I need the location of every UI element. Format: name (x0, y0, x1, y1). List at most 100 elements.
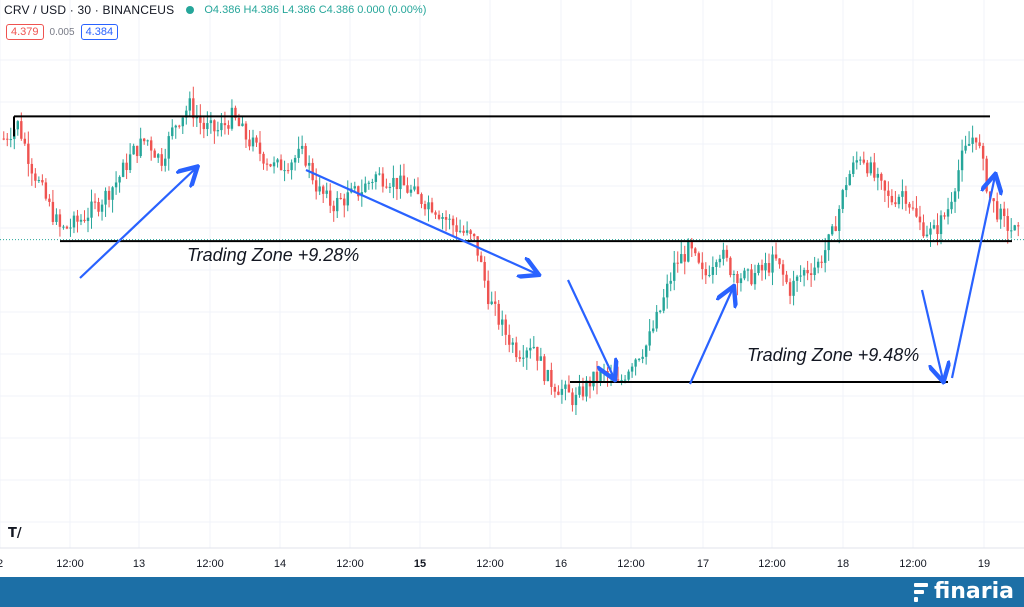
candle-body (658, 310, 662, 312)
candle-body (985, 158, 988, 192)
candle-body (37, 180, 41, 182)
candle-body (673, 262, 676, 281)
candle-body (107, 190, 111, 200)
candle-body (995, 201, 999, 220)
zone2-label: Trading Zone +9.48% (747, 345, 919, 365)
candle-body (234, 107, 237, 118)
candle-body (300, 145, 304, 149)
candle-body (248, 139, 251, 147)
candle-body (192, 98, 195, 119)
x-tick-label: 12:00 (758, 558, 786, 570)
candle-body (209, 120, 213, 124)
candle-body (16, 121, 19, 130)
trend-arrow (688, 288, 733, 385)
candle-body (357, 186, 360, 197)
ask-badge[interactable]: 4.384 (80, 24, 119, 40)
candle-body (276, 159, 279, 163)
spread-value: 0.005 (49, 26, 75, 38)
candle-body (595, 371, 599, 382)
candle-body (760, 264, 764, 271)
candle-body (55, 214, 58, 222)
candle-body (149, 140, 153, 151)
finaria-logo[interactable]: finaria (913, 579, 1014, 604)
candle-body (1017, 225, 1020, 227)
candle-body (139, 138, 142, 157)
finaria-mark-icon (913, 582, 928, 602)
candle-body (859, 159, 862, 161)
candle-body (999, 208, 1002, 220)
trend-arrow (79, 168, 196, 279)
candle-body (778, 258, 781, 265)
candle-body (167, 136, 170, 159)
candle-body (560, 388, 564, 395)
candle-body (890, 195, 894, 203)
candle-body (816, 261, 820, 268)
x-tick-label: 13 (133, 558, 145, 570)
candle-body (490, 301, 493, 305)
candle-body (774, 254, 778, 259)
candle-body (978, 142, 981, 146)
candle-body (458, 230, 462, 232)
x-tick-label: 14 (274, 558, 286, 570)
candle-body (732, 273, 736, 276)
candle-body (911, 207, 915, 209)
trend-arrows (79, 168, 995, 385)
candle-body (125, 162, 128, 171)
candle-body (444, 217, 448, 220)
candle-body (746, 269, 750, 271)
bid-ask-row: 4.379 0.005 4.384 (6, 24, 119, 40)
candle-body (743, 270, 746, 279)
candle-body (669, 280, 672, 284)
candle-body (388, 186, 392, 188)
x-tick-label: 12:00 (617, 558, 645, 570)
candle-body (174, 125, 177, 128)
candle-body (423, 203, 427, 210)
candle-body (845, 185, 848, 191)
x-tick-label: 2 (0, 558, 3, 570)
candle-body (792, 280, 795, 296)
candle-body (511, 342, 514, 345)
price-chart[interactable]: Trading Zone +9.28% Trading Zone +9.48% 2 1… (0, 0, 1024, 577)
candles (2, 86, 1020, 416)
candle-body (199, 116, 202, 123)
chart-canvas[interactable]: Trading Zone +9.28% Trading Zone +9.48% 2 1… (0, 0, 1024, 577)
candle-body (644, 345, 648, 357)
candle-body (648, 331, 651, 346)
candle-body (841, 190, 844, 209)
candle-body (529, 347, 532, 351)
candle-body (93, 201, 97, 203)
symbol-label[interactable]: CRV / USD · 30 · BINANCEUS (4, 3, 175, 17)
candle-body (437, 214, 441, 219)
candle-body (79, 219, 83, 222)
candle-body (367, 182, 371, 184)
candle-body (416, 186, 420, 195)
candle-body (539, 356, 543, 361)
candle-body (504, 319, 507, 335)
tradingview-logo-icon[interactable]: T/ (8, 526, 22, 541)
candle-body (153, 150, 156, 158)
candle-body (321, 186, 325, 194)
candle-body (834, 226, 837, 231)
candle-body (532, 346, 536, 348)
candle-body (413, 186, 416, 190)
candle-body (72, 215, 76, 228)
candle-body (114, 182, 118, 188)
candle-body (462, 230, 465, 233)
candle-body (128, 154, 132, 171)
candle-body (476, 236, 479, 256)
candle-body (501, 319, 504, 325)
candle-body (795, 276, 799, 281)
candle-body (781, 264, 785, 275)
candle-body (553, 386, 557, 392)
candle-body (588, 380, 592, 387)
candle-body (230, 107, 234, 129)
candle-body (371, 181, 374, 183)
candle-body (637, 358, 641, 360)
candle-body (395, 177, 399, 190)
candle-body (764, 263, 767, 271)
candle-body (171, 127, 174, 137)
bid-badge[interactable]: 4.379 (6, 24, 44, 40)
candle-body (220, 123, 223, 131)
candle-body (581, 386, 585, 397)
candle-body (202, 122, 206, 130)
